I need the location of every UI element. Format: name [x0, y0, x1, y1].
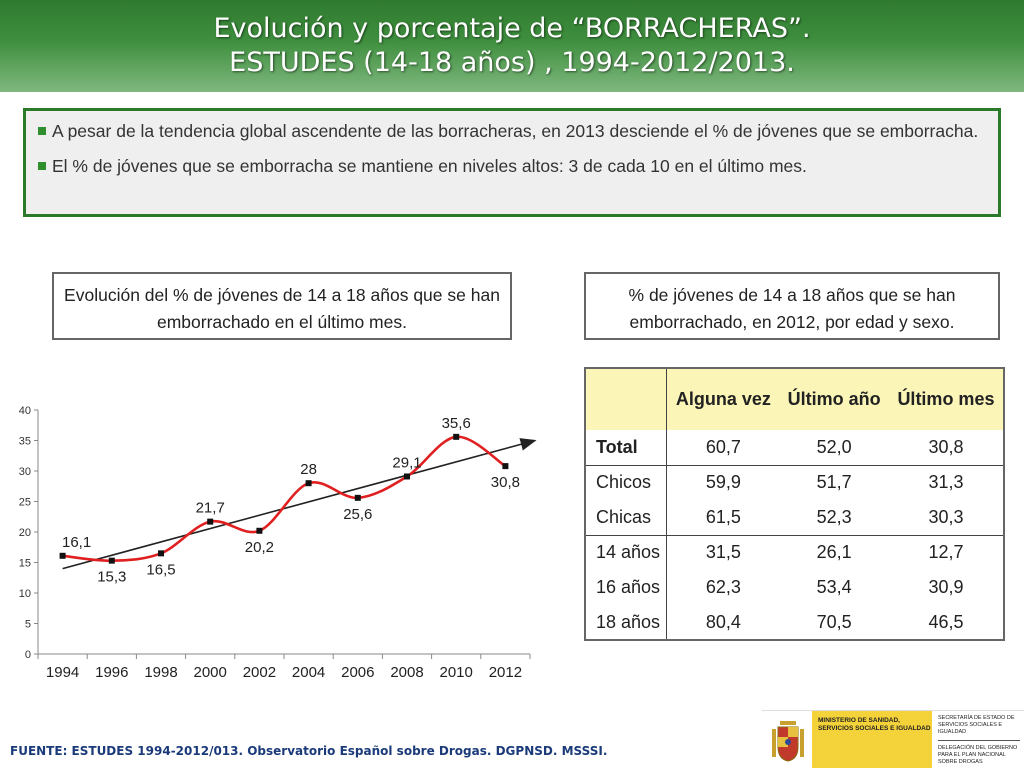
series-line: [62, 435, 507, 562]
table-cell: 31,5: [666, 534, 780, 570]
y-tick-label: 5: [25, 619, 31, 631]
x-tick-label: 2010: [440, 664, 473, 681]
x-tick-label: 2000: [194, 664, 227, 681]
age-sex-table: Alguna vez Último año Último mes Total 6…: [584, 367, 1005, 641]
table-cell: 26,1: [779, 534, 889, 570]
evolution-line-chart: 0 5 10 15 20 25 30 35 40 1994 1996 1998 2000 2002 2004…: [19, 405, 537, 681]
y-tick-label: 40: [19, 405, 31, 417]
table-row-label: 18 años: [585, 605, 668, 640]
summary-bullet-2: El % de jóvenes que se emborracha se man…: [38, 153, 986, 180]
table-row: 14 años 31,5 26,1 12,7: [585, 534, 1004, 570]
summary-bullet-2-text: El % de jóvenes que se emborracha se man…: [52, 156, 807, 176]
ministry-name: MINISTERIO DE SANIDAD, SERVICIOS SOCIALE…: [812, 711, 932, 768]
data-point: [207, 518, 214, 525]
data-point: [108, 557, 115, 564]
x-tick-label: 2002: [243, 664, 276, 681]
slide-title-line1: Evolución y porcentaje de “BORRACHERAS”.: [213, 13, 811, 44]
table-header-ultimo-mes: Último mes: [888, 368, 1004, 430]
source-note: FUENTE: ESTUDES 1994-2012/013. Observato…: [10, 744, 608, 758]
square-bullet-icon: [38, 162, 46, 170]
table-cell: 80,4: [705, 611, 741, 632]
table-cell: 59,9: [666, 464, 780, 500]
x-tick-label: 1998: [144, 664, 177, 681]
table-cell: 52,0: [816, 436, 852, 457]
data-point: [59, 552, 66, 559]
data-point: [354, 494, 361, 501]
slide-header: Evolución y porcentaje de “BORRACHERAS”.…: [0, 0, 1024, 92]
data-point: [502, 463, 509, 470]
table-cell: 53,4: [816, 577, 852, 597]
x-tick-label: 2004: [292, 664, 325, 681]
table-cell: 60,7: [705, 436, 741, 457]
x-tick-label: 2012: [489, 664, 522, 681]
table-row-label: Chicos: [585, 464, 668, 500]
summary-bullet-1-text: A pesar de la tendencia global ascendent…: [52, 121, 979, 141]
chart-caption: Evolución del % de jóvenes de 14 a 18 añ…: [52, 272, 512, 340]
y-tick-label: 25: [19, 497, 31, 509]
data-label: 35,6: [442, 415, 471, 432]
data-label: 28: [300, 461, 317, 478]
table-cell: 31,3: [888, 464, 1004, 500]
table-header-empty: [585, 368, 668, 430]
table-row-label: Total: [585, 430, 668, 465]
data-label: 20,2: [245, 539, 274, 556]
table-row-label: 16 años: [585, 570, 668, 605]
data-label: 25,6: [343, 506, 372, 523]
table-cell: 51,7: [779, 464, 889, 500]
y-tick-label: 30: [19, 466, 31, 478]
table-cell: 52,3: [816, 506, 852, 527]
delegacion-name: DELEGACIÓN DEL GOBIERNO PARA EL PLAN NAC…: [938, 745, 1018, 765]
table-cell: 70,5: [816, 611, 852, 632]
data-point: [453, 433, 460, 440]
slide-title-line2: ESTUDES (14-18 años) , 1994-2012/2013.: [229, 47, 795, 78]
table-row: Total 60,7 52,0 30,8: [585, 430, 1004, 465]
x-tick-label: 1996: [95, 664, 128, 681]
data-label: 16,5: [146, 561, 175, 578]
data-label: 30,8: [491, 474, 520, 491]
y-tick-label: 20: [19, 527, 31, 539]
table-row-label: Chicas: [585, 500, 668, 535]
x-tick-label: 2008: [390, 664, 423, 681]
data-point: [305, 480, 312, 487]
data-label: 21,7: [196, 500, 225, 517]
trend-arrow-line: [62, 438, 537, 570]
table-cell: 61,5: [705, 506, 741, 527]
coat-of-arms-icon: [772, 721, 804, 762]
table-cell: 12,7: [888, 534, 1004, 570]
x-tick-label: 1994: [46, 664, 79, 681]
data-label: 15,3: [97, 569, 126, 586]
table-caption: % de jóvenes de 14 a 18 años que se han …: [584, 272, 1000, 340]
y-tick-label: 0: [25, 649, 31, 661]
x-tick-label: 2006: [341, 664, 374, 681]
table-row: 16 años 62,3 53,4 30,9: [585, 570, 1004, 605]
square-bullet-icon: [38, 127, 46, 135]
y-tick-label: 15: [19, 558, 31, 570]
y-tick-label: 10: [19, 588, 31, 600]
table-row: Chicos 59,9 51,7 31,3: [585, 464, 1004, 500]
table-cell: 30,3: [928, 506, 964, 527]
table-cell: 30,8: [928, 436, 964, 457]
data-label: 16,1: [62, 534, 91, 551]
data-label: 29,1: [392, 454, 421, 471]
data-point: [256, 527, 263, 534]
table-row: 18 años 80,4 70,5 46,5: [585, 605, 1004, 640]
summary-bullet-1: A pesar de la tendencia global ascendent…: [38, 118, 986, 145]
table-cell: 30,9: [928, 577, 964, 597]
table-header-row: Alguna vez Último año Último mes: [585, 368, 1004, 430]
data-point: [404, 473, 410, 480]
logo-right-block: SECRETARÍA DE ESTADO DE SERVICIOS SOCIAL…: [934, 711, 1024, 768]
table-row-label: 14 años: [585, 534, 668, 570]
table-cell: 46,5: [928, 611, 964, 632]
summary-box: A pesar de la tendencia global ascendent…: [23, 108, 1001, 217]
table-header-ultimo-ano: Último año: [779, 368, 889, 430]
table-cell: 62,3: [705, 577, 741, 597]
data-point: [158, 550, 164, 557]
secretaria-name: SECRETARÍA DE ESTADO DE SERVICIOS SOCIAL…: [938, 715, 1015, 735]
table-header-alguna-vez: Alguna vez: [666, 368, 780, 430]
logo-divider: [938, 740, 1020, 741]
y-tick-label: 35: [19, 436, 31, 448]
ministry-logo: MINISTERIO DE SANIDAD, SERVICIOS SOCIALE…: [762, 710, 1024, 768]
table-row: Chicas 61,5 52,3 30,3: [585, 500, 1004, 535]
